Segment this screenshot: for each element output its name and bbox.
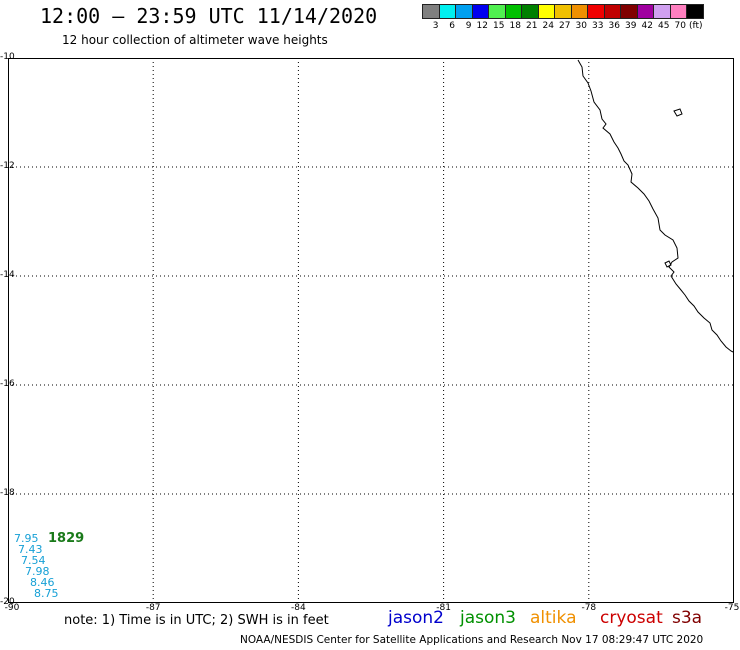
legend-swatch xyxy=(620,4,638,19)
legend-label: 39 xyxy=(625,21,637,31)
legend-label: 30 xyxy=(575,21,587,31)
legend-swatches xyxy=(422,4,704,19)
map-title: 12:00 – 23:59 UTC 11/14/2020 xyxy=(40,4,378,28)
longitude-label: -84 xyxy=(291,603,306,613)
legend-swatch xyxy=(653,4,671,19)
legend-swatch xyxy=(636,4,654,19)
legend-swatch xyxy=(554,4,572,19)
coastline xyxy=(577,59,734,353)
color-scale-legend: 3 6 9 12 15 18 21 24 27 30 33 36 39 42 45 70 (ft) xyxy=(422,4,704,31)
legend-label: 9 xyxy=(465,21,472,31)
latitude-label: -18 xyxy=(0,488,15,498)
wave-height-value: 7.98 xyxy=(25,565,50,578)
satellite-s3a: s3a xyxy=(672,608,703,628)
latitude-label: -12 xyxy=(0,161,15,171)
legend-swatch xyxy=(422,4,440,19)
longitude-label: -78 xyxy=(581,603,597,613)
satellite-cryosat: cryosat xyxy=(600,608,663,628)
legend-label: 33 xyxy=(592,21,604,31)
longitude-label: -87 xyxy=(145,603,161,613)
legend-swatch xyxy=(455,4,473,19)
legend-swatch xyxy=(537,4,555,19)
wave-height-value: 7.54 xyxy=(21,554,46,567)
legend-swatch xyxy=(521,4,539,19)
satellite-altika: altika xyxy=(530,608,577,628)
island-outline-small xyxy=(664,260,672,268)
legend-label: 36 xyxy=(608,21,620,31)
legend-label: 42 xyxy=(641,21,653,31)
legend-swatch xyxy=(471,4,489,19)
satellite-jason2: jason2 xyxy=(388,608,444,628)
wave-height-value: 7.95 xyxy=(14,532,39,545)
latitude-label: -10 xyxy=(0,52,15,62)
map-subtitle: 12 hour collection of altimeter wave hei… xyxy=(62,33,328,47)
longitude-label: -75 xyxy=(724,603,740,613)
wave-height-value: 7.43 xyxy=(18,543,43,556)
wave-height-value: 8.46 xyxy=(30,576,55,589)
legend-label: 3 xyxy=(432,21,439,31)
legend-swatch xyxy=(603,4,621,19)
longitude-label: -90 xyxy=(4,603,20,613)
latitude-label: -16 xyxy=(0,379,15,389)
lat-lon-grid xyxy=(8,58,734,603)
legend-label: 21 xyxy=(526,21,538,31)
legend-swatch xyxy=(438,4,456,19)
island-outline xyxy=(673,108,683,117)
legend-label: 12 xyxy=(476,21,488,31)
longitude-label: -81 xyxy=(436,603,451,613)
legend-labels: 3 6 9 12 15 18 21 24 27 30 33 36 39 42 45 70 (ft) xyxy=(422,21,703,31)
legend-label: 15 xyxy=(493,21,505,31)
legend-unit: (ft) xyxy=(689,21,703,31)
legend-label: 27 xyxy=(559,21,571,31)
legend-swatch xyxy=(504,4,522,19)
legend-swatch xyxy=(488,4,506,19)
pass-time-label: 1829 xyxy=(48,531,85,546)
wave-height-map xyxy=(8,58,734,603)
legend-label: 24 xyxy=(542,21,554,31)
legend-label: 70 xyxy=(674,21,686,31)
map-frame xyxy=(8,58,734,603)
legend-label: 6 xyxy=(449,21,455,31)
latitude-label: -20 xyxy=(0,597,15,607)
legend-label: 45 xyxy=(658,21,670,31)
legend-label: 18 xyxy=(509,21,521,31)
legend-swatch xyxy=(686,4,704,19)
satellite-jason3: jason3 xyxy=(460,608,516,628)
latitude-label: -14 xyxy=(0,270,15,280)
footer-note: note: 1) Time is in UTC; 2) SWH is in fe… xyxy=(64,613,329,628)
credit-line: NOAA/NESDIS Center for Satellite Applica… xyxy=(240,634,704,646)
legend-swatch xyxy=(587,4,605,19)
wave-height-value: 8.75 xyxy=(34,587,59,600)
legend-swatch xyxy=(669,4,687,19)
legend-swatch xyxy=(570,4,588,19)
